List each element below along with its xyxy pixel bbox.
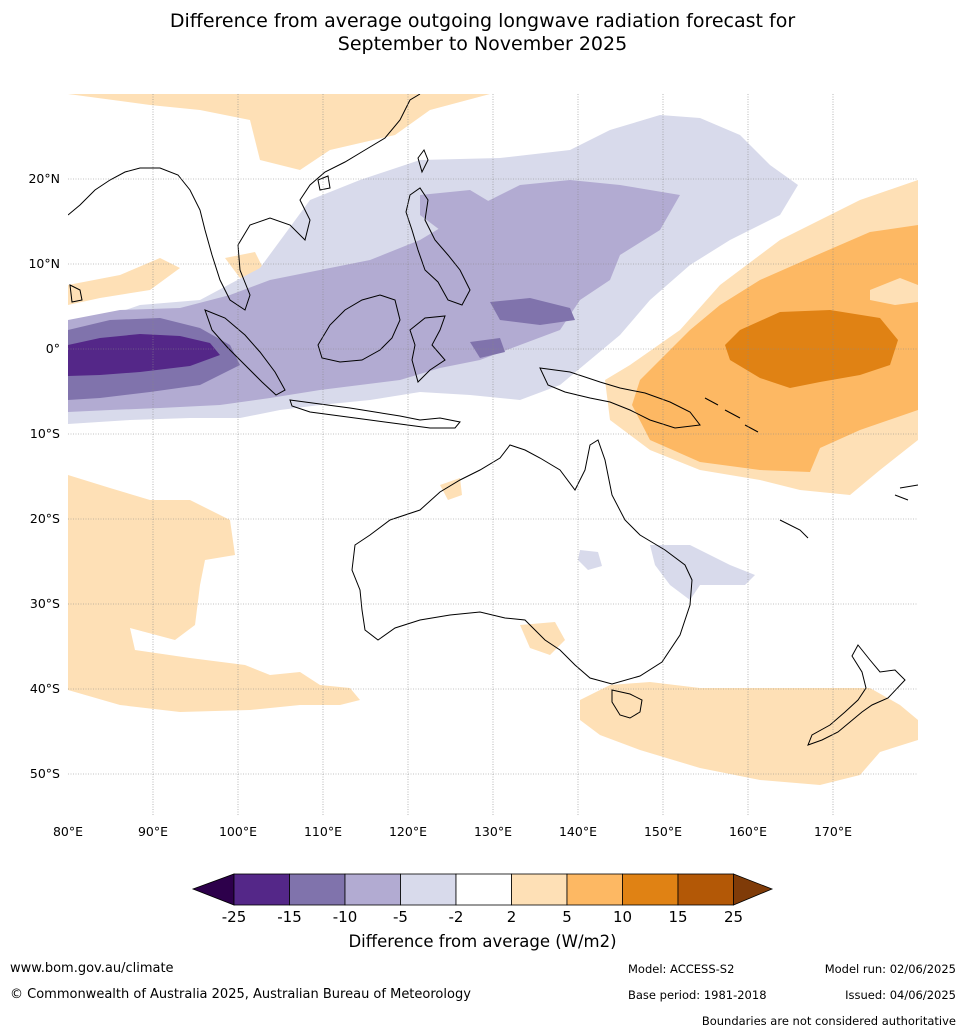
colorbar-tick-label: 5	[562, 908, 572, 926]
copyright-text: © Commonwealth of Australia 2025, Austra…	[10, 987, 471, 1002]
lat-label: 50°S	[30, 766, 60, 781]
issued-date: Issued: 04/06/2025	[845, 988, 956, 1002]
colorbar-extend-high	[733, 873, 774, 906]
australia-coastline	[351, 439, 693, 685]
map-title-line1: Difference from average outgoing longwav…	[169, 10, 796, 32]
anomaly-field-neg-2-5	[578, 550, 602, 570]
model-name: Model: ACCESS-S2	[628, 962, 735, 976]
tasmania-coastline	[611, 689, 643, 719]
model-run-date: Model run: 02/06/2025	[824, 962, 956, 976]
colorbar-tick-label: -25	[222, 908, 247, 926]
anomaly-field-neg-5-10	[420, 190, 495, 230]
website-link[interactable]: www.bom.gov.au/climate	[10, 961, 174, 976]
sulawesi-coastline	[409, 315, 446, 383]
colorbar-segment	[622, 873, 679, 906]
colorbar-segment	[455, 873, 512, 906]
anomaly-field-pos-2-5	[68, 475, 360, 712]
anomaly-field-pos-2-5	[520, 622, 565, 655]
colorbar-tick-label: -10	[333, 908, 358, 926]
asia-mainland-coastline	[68, 94, 421, 311]
lat-label: 40°S	[30, 681, 60, 696]
lon-label: 150°E	[644, 824, 682, 839]
anomaly-field-neg-10-15	[490, 298, 575, 325]
colorbar-title: Difference from average (W/m2)	[348, 932, 617, 951]
colorbar-segment	[400, 873, 457, 906]
map-title-line2: September to November 2025	[337, 33, 628, 55]
lon-label: 110°E	[304, 824, 342, 839]
graticule	[68, 94, 918, 816]
colorbar-segment	[511, 873, 568, 906]
lat-label: 10°N	[28, 256, 60, 271]
lat-label: 30°S	[30, 596, 60, 611]
new-zealand-coastline	[807, 644, 906, 746]
sri-lanka-coastline	[69, 284, 83, 303]
colorbar-segment	[233, 873, 290, 906]
positive-anomaly-contours	[68, 94, 918, 785]
colorbar-tick-label: -15	[277, 908, 302, 926]
anomaly-field-pos-2-5	[68, 94, 490, 170]
colorbar-segment	[344, 873, 401, 906]
colorbar-tick-label: -2	[449, 908, 464, 926]
java-coastline	[289, 399, 461, 429]
hainan-coastline	[317, 175, 331, 191]
colorbar-tick-label: 25	[724, 908, 743, 926]
colorbar-segment	[677, 873, 734, 906]
pacific-islands-coastline	[704, 397, 918, 539]
boundary-disclaimer: Boundaries are not considered authoritat…	[701, 1014, 956, 1028]
lon-label: 170°E	[814, 824, 852, 839]
lat-label: 20°N	[28, 171, 60, 186]
coastlines	[68, 94, 918, 746]
anomaly-field-pos-2-5	[440, 478, 462, 500]
lat-label: 20°S	[30, 511, 60, 526]
borneo-coastline	[317, 294, 401, 363]
map-title: Difference from average outgoing longwav…	[0, 10, 965, 56]
latitude-labels: 20°N 10°N 0° 10°S 20°S 30°S 40°S 50°S	[28, 171, 60, 781]
lon-label: 120°E	[389, 824, 427, 839]
colorbar-extend-low	[191, 873, 235, 906]
base-period: Base period: 1981-2018	[628, 988, 767, 1002]
lat-label: 10°S	[30, 426, 60, 441]
philippines-coastline	[405, 187, 471, 306]
colorbar: -25 -15 -10 -5 -2 2 5 10 15 25	[191, 873, 774, 926]
colorbar-tick-label: 10	[613, 908, 632, 926]
colorbar-tick-label: -5	[393, 908, 408, 926]
map-area	[68, 94, 918, 816]
colorbar-segment	[289, 873, 346, 906]
lon-label: 100°E	[219, 824, 257, 839]
lat-label: 0°	[46, 341, 60, 356]
lon-label: 140°E	[559, 824, 597, 839]
colorbar-tick-label: 2	[507, 908, 517, 926]
anomaly-field-pos-2-5	[580, 682, 918, 785]
longitude-labels: 80°E 90°E 100°E 110°E 120°E 130°E 140°E …	[53, 824, 852, 839]
anomaly-field-pos-2-5	[68, 258, 180, 305]
colorbar-tick-label: 15	[668, 908, 687, 926]
taiwan-coastline	[417, 148, 429, 174]
lon-label: 130°E	[474, 824, 512, 839]
lon-label: 90°E	[138, 824, 168, 839]
lon-label: 80°E	[53, 824, 83, 839]
anomaly-field-pos-2-5	[870, 278, 918, 305]
lon-label: 160°E	[729, 824, 767, 839]
colorbar-segment	[566, 873, 623, 906]
anomaly-field-neg-10-15	[470, 338, 505, 358]
new-guinea-coastline	[539, 367, 701, 429]
anomaly-field-neg-15-25	[68, 334, 220, 376]
anomaly-field-pos-10-15	[725, 310, 898, 388]
sumatra-coastline	[204, 309, 286, 396]
